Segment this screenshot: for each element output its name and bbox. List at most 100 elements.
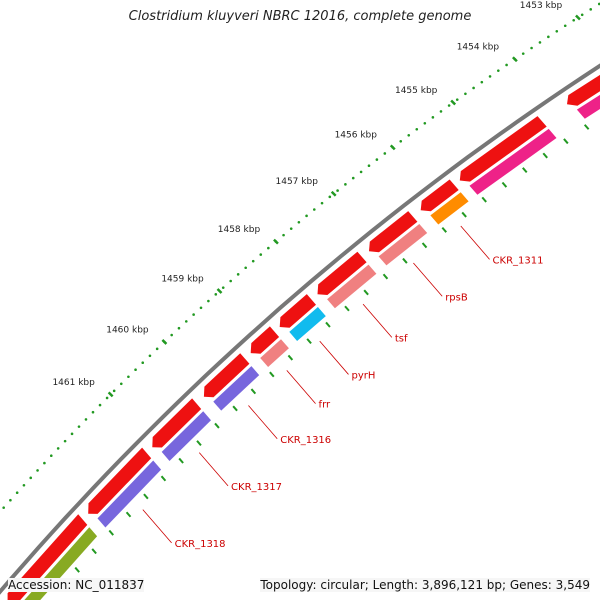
scale-dot: [282, 233, 285, 237]
scale-dot: [447, 104, 451, 107]
cog-box: [97, 460, 162, 528]
scale-dot: [214, 293, 218, 296]
feature-tick: [250, 388, 257, 395]
label-leader: [248, 405, 278, 440]
feature-tick: [363, 289, 369, 296]
gene-label: CKR_1318: [175, 539, 226, 550]
scale-dot: [251, 259, 255, 263]
scale-tick: [107, 391, 114, 398]
scale-label: 1455 kbp: [395, 86, 438, 96]
cog-box: [469, 128, 557, 195]
scale-dot: [127, 375, 130, 379]
gene-arrow: [152, 398, 202, 448]
scale-dot: [9, 498, 12, 502]
scale-dot: [36, 469, 39, 472]
scale-dot: [464, 92, 467, 96]
scale-dot: [328, 195, 332, 199]
feature-tick: [344, 305, 350, 312]
scale-dot: [155, 347, 159, 351]
scale-dot: [259, 253, 263, 256]
scale-tick: [450, 99, 457, 106]
scale-dot: [2, 506, 5, 509]
gene-label: CKR_1311: [493, 255, 544, 266]
scale-dot: [177, 326, 181, 330]
scale-dot: [505, 63, 508, 67]
scale-dot: [267, 246, 270, 250]
feature-tick: [522, 167, 528, 173]
scale-tick: [273, 238, 279, 245]
gene-label: frr: [319, 400, 331, 411]
gene-arrow: [279, 294, 316, 328]
map-title: Clostridium kluyveri NBRC 12016, complet…: [128, 9, 472, 24]
feature-tick: [542, 152, 548, 159]
scale-dot: [480, 80, 484, 84]
scale-dot: [415, 127, 419, 131]
gene-label: CKR_1316: [280, 435, 331, 446]
label-leader: [460, 225, 490, 260]
scale-dot: [43, 461, 46, 465]
scale-dot: [207, 299, 210, 303]
scale-dot: [431, 116, 435, 119]
scale-tick: [161, 339, 168, 345]
gene-label: CKR_1317: [231, 482, 282, 493]
scale-label: 1460 kbp: [106, 325, 149, 335]
scale-dot: [77, 425, 81, 428]
accession-text: Accession: NC_011837: [8, 578, 145, 592]
gene-arrow: [369, 211, 418, 253]
scale-dot: [488, 75, 492, 78]
feature-tick: [441, 226, 448, 233]
feature-tick: [563, 138, 569, 145]
feature-tick: [461, 211, 467, 218]
scale-dot: [141, 361, 145, 365]
backbone-line: [0, 63, 600, 595]
gene-arrow: [250, 326, 280, 354]
scale-dot: [244, 266, 247, 270]
scale-dot: [423, 121, 427, 125]
gene-arrow: [317, 251, 367, 295]
scale-tick: [389, 144, 396, 151]
gene-track: [7, 74, 600, 604]
feature-tick: [501, 181, 508, 188]
scale-dot: [439, 110, 443, 113]
scale-tick: [512, 56, 518, 63]
scale-dot: [344, 183, 347, 186]
feature-tick: [287, 354, 294, 361]
feature-tick: [306, 338, 312, 345]
cog-track: [20, 94, 600, 604]
label-leader: [413, 262, 443, 297]
scale-label: 1461 kbp: [52, 378, 95, 388]
feature-tick: [125, 511, 132, 518]
scale-dot: [336, 189, 339, 192]
gene-label: tsf: [395, 333, 408, 344]
gene-label-leaders: CKR_1311 rpsB tsf pyrH frr CKR_1316 CKR_1317 CK…: [142, 225, 544, 550]
backbone-arc: [0, 63, 600, 595]
scale-dot: [29, 476, 33, 480]
scale-dot: [148, 354, 152, 358]
feature-tick: [382, 273, 389, 280]
scale-dot: [289, 227, 293, 230]
cog-box: [576, 94, 600, 119]
scale-dot: [399, 140, 403, 143]
gene-label: pyrH: [351, 370, 375, 381]
feature-tick: [583, 124, 590, 130]
scale-dot: [563, 24, 567, 28]
scale-dot: [84, 418, 88, 421]
scale-dot: [312, 208, 316, 211]
scale-label: 1454 kbp: [457, 43, 500, 53]
scale-dot: [49, 454, 53, 458]
scale-dot: [63, 439, 67, 443]
scale-dot: [383, 152, 387, 155]
scale-dot: [56, 447, 60, 450]
scale-dot: [22, 483, 26, 487]
scale-dot: [91, 410, 95, 414]
gene-label: rpsB: [445, 292, 468, 303]
label-leader: [319, 340, 349, 375]
scale-dot: [455, 98, 459, 101]
scale-dot: [351, 176, 355, 180]
scale-dot: [105, 396, 109, 400]
scale-dot: [229, 279, 232, 283]
cog-box: [289, 307, 326, 341]
scale-dot: [305, 214, 308, 218]
gene-arrow: [567, 74, 600, 106]
